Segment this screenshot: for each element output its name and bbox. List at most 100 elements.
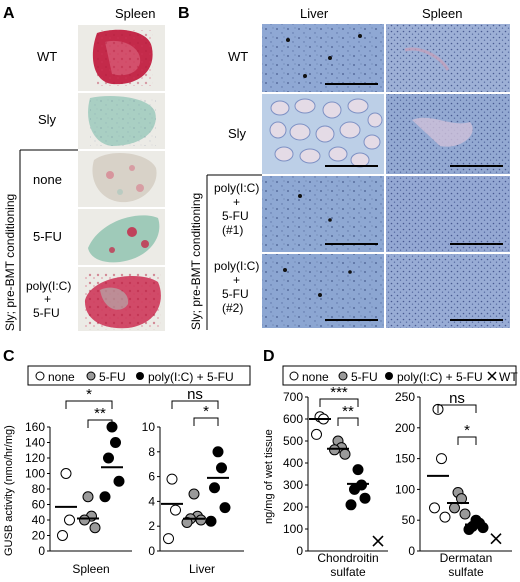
data-point: [490, 533, 502, 545]
significance-bracket: [171, 400, 219, 409]
panel-a-images: [78, 25, 165, 331]
y-tick-label: 60: [32, 498, 46, 512]
data-point: [110, 437, 121, 448]
panel-b-col-liver: Liver: [300, 6, 329, 21]
y-tick-label: 6: [148, 470, 155, 484]
significance-bracket: [457, 436, 477, 445]
panel-b-col-spleen: Spleen: [422, 6, 462, 21]
data-point: [219, 502, 231, 514]
data-point: [113, 475, 125, 487]
data-point: [166, 473, 178, 485]
y-tick-label: 120: [25, 451, 45, 465]
data-point: [79, 514, 90, 526]
y-tick-label: 0: [148, 544, 155, 558]
y-tick-label: 4: [148, 494, 155, 508]
legend-d-none-label: none: [302, 370, 329, 384]
panel-b-side-label: Sly; pre-BMT conditioning: [189, 193, 203, 330]
data-point: [216, 462, 227, 474]
panel-b-letter: B: [178, 5, 190, 22]
y-tick-label: 200: [395, 421, 415, 435]
legend-polyic-marker: [136, 372, 144, 380]
x-axis-label: sulfate: [330, 565, 366, 579]
y-tick-label: 0: [408, 544, 415, 558]
panel-b-row-polyic-1: poly(I:C): [214, 181, 259, 195]
data-point: [345, 499, 357, 511]
y-tick-label: 600: [283, 412, 303, 426]
significance-bracket: [437, 404, 477, 413]
significance-label: ns: [449, 390, 465, 407]
data-point: [181, 516, 193, 528]
panel-b-row-plus-2: +: [233, 273, 240, 287]
y-tick-label: 100: [283, 522, 303, 536]
y-tick-label: 100: [25, 467, 45, 481]
panel-b-row-n1: (#1): [222, 223, 243, 237]
legend-d-none-marker: [289, 371, 299, 381]
data-point: [329, 444, 340, 456]
data-point: [188, 488, 200, 500]
panel-b-row-plus-1: +: [233, 195, 240, 209]
data-point: [359, 492, 371, 504]
y-tick-label: 150: [395, 452, 415, 466]
legend-none-label: none: [48, 370, 75, 384]
legend-d-5fu-marker: [338, 371, 348, 381]
significance-bracket: [193, 417, 219, 426]
significance-bracket: [65, 400, 113, 409]
y-tick-label: 2: [148, 519, 155, 533]
y-tick-label: 40: [32, 513, 46, 527]
panel-b-row-5fu-1: 5-FU: [222, 209, 249, 223]
significance-label: **: [94, 405, 106, 422]
legend-d-polyic-marker: [385, 372, 393, 380]
data-point: [89, 522, 101, 534]
legend-none-marker: [35, 371, 45, 381]
significance-label: ns: [187, 386, 203, 403]
chart-c-liver: 0 2 4 6 8 10 Liver ns*: [142, 386, 244, 576]
y-tick-label: 100: [395, 482, 415, 496]
y-tick-label: 250: [395, 390, 415, 404]
y-tick-label: 20: [32, 529, 46, 543]
legend-polyic-label: poly(I:C) + 5-FU: [148, 370, 234, 384]
y-tick-label: 200: [283, 500, 303, 514]
panel-a-letter: A: [3, 5, 15, 22]
panel-b-row-polyic-2: poly(I:C): [214, 259, 259, 273]
significance-label: ***: [330, 384, 348, 401]
legend-d-5fu-label: 5-FU: [351, 370, 378, 384]
data-point: [103, 452, 114, 464]
data-point: [57, 530, 68, 541]
panel-a-row-5fu: 5-FU: [33, 229, 62, 244]
data-point: [64, 514, 75, 526]
data-point: [352, 464, 364, 476]
data-point: [349, 483, 360, 495]
y-tick-label: 300: [283, 478, 303, 492]
panel-a-column-title: Spleen: [115, 6, 155, 21]
data-point: [439, 511, 451, 523]
panel-a-row-none: none: [33, 172, 62, 187]
panel-d-legend: none 5-FU poly(I:C) + 5-FU WT: [282, 365, 518, 386]
data-point: [436, 453, 447, 465]
panel-b-row-5fu-2: 5-FU: [222, 287, 249, 301]
y-tick-label: 0: [296, 544, 303, 558]
significance-label: *: [464, 422, 470, 439]
legend-d-wt-marker: [487, 371, 497, 381]
legend-5fu-label: 5-FU: [99, 370, 126, 384]
data-point: [163, 533, 174, 545]
panel-c-legend: none 5-FU poly(I:C) + 5-FU: [27, 365, 251, 386]
panel-b-row-n2: (#2): [222, 301, 243, 315]
panel-a-row-polyic: poly(I:C): [26, 279, 71, 293]
data-point: [99, 491, 111, 503]
y-tick-label: 160: [25, 420, 45, 434]
y-tick-label: 400: [283, 456, 303, 470]
x-axis-label: Dermatan: [440, 551, 493, 565]
data-point: [195, 514, 207, 526]
y-tick-label: 50: [402, 513, 416, 527]
data-point: [311, 428, 322, 440]
panel-d-ylabel: ng/mg of wet tissue: [263, 429, 275, 524]
panel-b-row-wt: WT: [228, 49, 248, 64]
panel-b-row-sly: Sly: [228, 126, 247, 141]
x-axis-label: Liver: [189, 562, 215, 576]
panel-a-row-wt: WT: [37, 49, 57, 64]
y-tick-label: 140: [25, 436, 45, 450]
data-point: [60, 468, 72, 479]
